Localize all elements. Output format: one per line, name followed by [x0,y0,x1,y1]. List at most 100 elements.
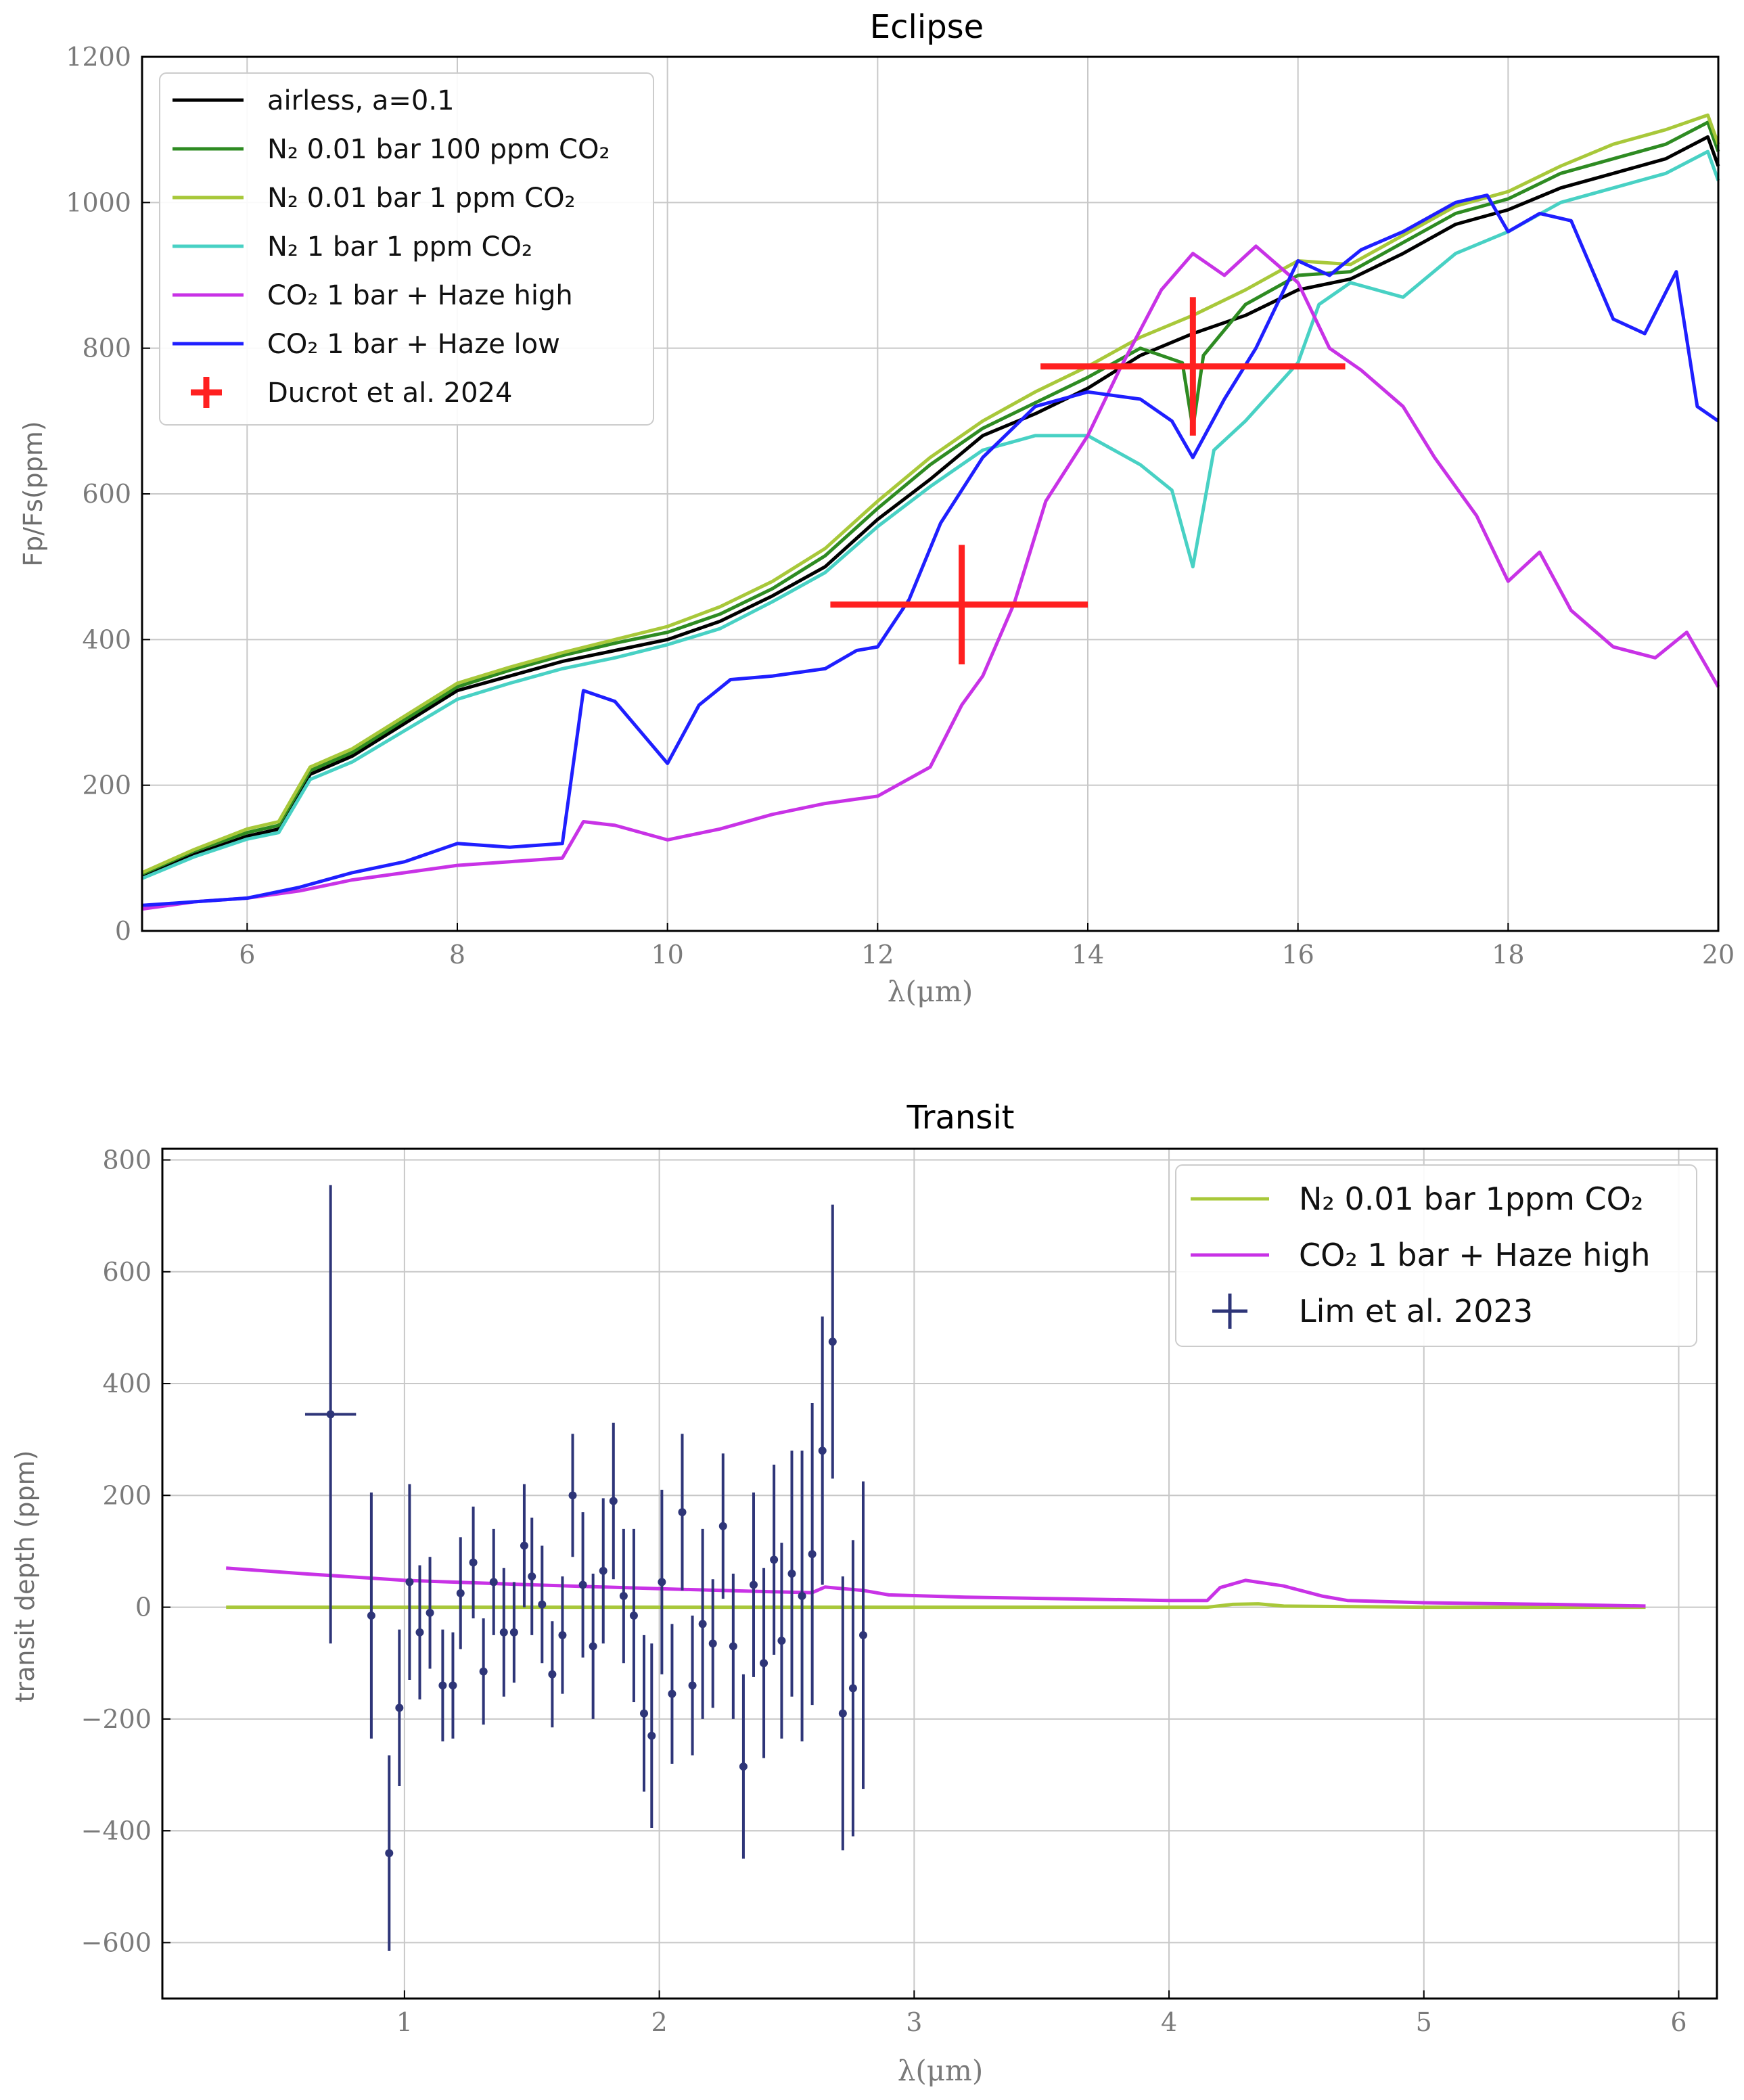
legend-label: N₂ 0.01 bar 1 ppm CO₂ [267,183,576,214]
data-point-marker [658,1578,666,1587]
legend-label: N₂ 0.01 bar 1ppm CO₂ [1299,1181,1643,1217]
x-tick-label: 3 [906,2007,922,2037]
legend-item: N₂ 0.01 bar 100 ppm CO₂ [173,134,610,165]
x-tick-label: 6 [239,940,255,969]
legend-label: Ducrot et al. 2024 [267,378,512,409]
errorbar-point [640,1635,649,1792]
data-point-marker [818,1446,827,1455]
y-tick-label: 200 [82,771,131,800]
errorbar-point [678,1434,687,1591]
y-tick-label: 0 [115,916,131,946]
x-tick-label: 10 [651,940,683,969]
transit-x-ticks: 1 2 3 4 5 6 [396,1990,1687,2037]
data-point-marker [848,1684,857,1693]
transit-errorbars [304,1185,867,1951]
data-point-marker [609,1497,618,1505]
errorbar-point [668,1624,676,1764]
y-tick-label: 600 [102,1257,152,1287]
errorbar-point [619,1528,628,1664]
data-point-marker [718,1522,727,1530]
legend-item: CO₂ 1 bar + Haze low [173,329,560,360]
errorbar-point [438,1629,447,1741]
data-point-marker [528,1572,536,1581]
legend-label: CO₂ 1 bar + Haze high [1299,1237,1651,1273]
data-point-marker [808,1550,817,1559]
eclipse-legend-box [159,72,654,426]
series-line [141,150,1720,880]
errorbar-point [479,1618,488,1725]
errorbar-point [609,1422,618,1580]
legend-label: CO₂ 1 bar + Haze low [267,329,560,360]
data-point-marker [426,1608,434,1617]
eclipse-legend: airless, a=0.1 N₂ 0.01 bar 100 ppm CO₂ N… [159,72,654,426]
data-point-marker [668,1689,676,1698]
data-point-marker [640,1709,649,1718]
eclipse-title: Eclipse [870,8,984,46]
data-point-marker [739,1762,748,1771]
errorbar-point [538,1545,547,1664]
data-point-marker [798,1592,806,1601]
eclipse-x-label: λ(μm) [888,975,973,1008]
errorbar-point [838,1576,847,1851]
data-point-marker [405,1578,414,1587]
data-point-marker [688,1681,697,1690]
errorbar-point [798,1451,806,1741]
series-line [141,244,1720,911]
transit-y-ticks: −600 −400 −200 0 200 400 600 800 [81,1145,170,1957]
x-tick-label: 1 [396,2007,413,2037]
transit-legend-items: N₂ 0.01 bar 1ppm CO₂ CO₂ 1 bar + Haze hi… [1191,1181,1651,1329]
legend-item: Lim et al. 2023 [1212,1293,1533,1329]
legend-item: N₂ 0.01 bar 1 ppm CO₂ [173,183,576,214]
errorbar-point [367,1492,375,1739]
data-point-marker [568,1491,577,1500]
errorbar-point [830,545,1088,664]
data-point-marker [449,1681,457,1690]
eclipse-y-label: Fp/Fs(ppm) [18,421,48,566]
errorbar-point [708,1579,717,1708]
transit-panel: Transit 1 2 3 4 5 6 −600 −400 −200 0 200 400 600 800… [10,1099,1718,2087]
data-point-marker [858,1630,867,1639]
data-point-marker [479,1667,488,1676]
y-tick-label: −600 [81,1927,152,1957]
data-point-marker [578,1580,587,1589]
series-line [141,120,1720,876]
errorbar-point [520,1484,528,1607]
data-point-marker [838,1709,847,1718]
errorbar-point [848,1540,857,1837]
data-point-marker [520,1541,528,1550]
eclipse-x-ticks: 6 8 10 12 14 16 18 20 [239,923,1735,969]
series-line [141,193,1720,907]
legend-item: Ducrot et al. 2024 [191,377,512,409]
errorbar-point [395,1629,404,1786]
data-point-marker [538,1600,547,1609]
errorbar-point [749,1492,758,1677]
x-tick-label: 2 [651,2007,668,2037]
data-point-marker [499,1628,508,1637]
eclipse-series [141,113,1720,911]
errorbar-point [489,1528,498,1635]
y-tick-label: 600 [82,479,131,509]
data-point-marker [619,1592,628,1601]
errorbar-point [548,1621,557,1728]
legend-label: N₂ 1 bar 1 ppm CO₂ [267,231,532,262]
errorbar-point [808,1402,817,1706]
eclipse-y-ticks: 0 200 400 600 800 1000 1200 [66,42,150,946]
y-tick-label: 200 [102,1480,152,1510]
x-tick-label: 6 [1670,2007,1686,2037]
legend-label: Lim et al. 2023 [1299,1293,1533,1329]
data-point-marker [698,1620,707,1628]
errorbar-point [658,1490,666,1674]
y-tick-label: 800 [102,1145,152,1175]
data-point-marker [489,1578,498,1587]
errorbar-point [405,1484,414,1680]
errorbar-point [499,1568,508,1697]
errorbar-point [818,1316,827,1585]
data-point-marker [469,1558,478,1567]
transit-axes-frame [161,1147,1718,2000]
y-tick-label: 800 [82,334,131,363]
data-point-marker [770,1555,779,1564]
eclipse-errorbars [830,297,1346,664]
errorbar-point [739,1674,748,1859]
transit-legend-box [1175,1164,1697,1347]
